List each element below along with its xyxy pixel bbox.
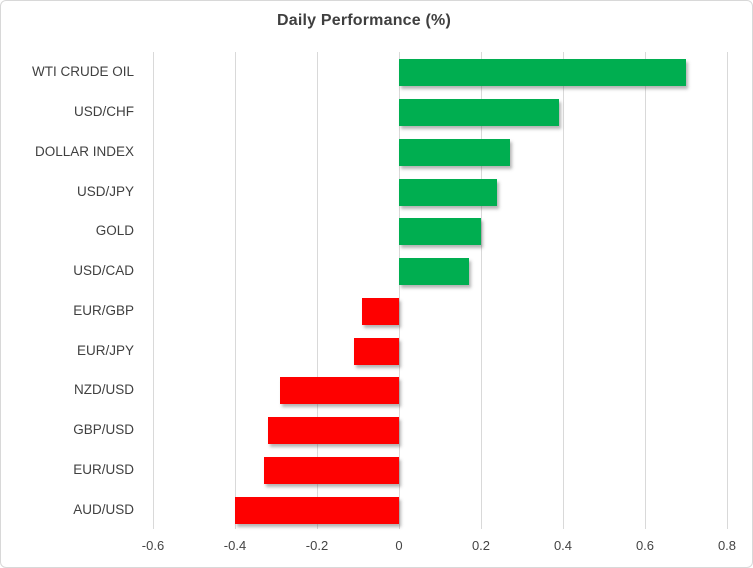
chart-title: Daily Performance (%)	[276, 12, 452, 29]
bar-wti-crude-oil	[399, 59, 686, 87]
gridline-0p8	[726, 52, 728, 529]
bar-usd-jpy	[399, 178, 498, 206]
gridline-0p6	[644, 52, 646, 529]
category-label-eur-jpy: EUR/JPY	[76, 342, 134, 358]
bar-usd-chf	[399, 99, 559, 127]
x-tick-label-neg0p2: -0.2	[305, 538, 329, 553]
x-tick-label-0: 0	[395, 538, 403, 553]
gridline-0p4	[562, 52, 564, 529]
gridline-neg0p4	[234, 52, 236, 529]
x-tick-label-neg0p4: -0.4	[223, 538, 247, 553]
category-label-dollar-index: DOLLAR INDEX	[34, 143, 134, 159]
category-label-usd-chf: USD/CHF	[74, 104, 134, 120]
bar-eur-jpy	[353, 337, 399, 365]
category-label-eur-usd: EUR/USD	[73, 461, 134, 477]
category-label-usd-cad: USD/CAD	[73, 263, 134, 279]
x-tick-label-0p6: 0.6	[635, 538, 655, 553]
category-label-nzd-usd: NZD/USD	[74, 382, 134, 398]
x-tick-label-0p4: 0.4	[553, 538, 573, 553]
category-label-usd-jpy: USD/JPY	[76, 183, 134, 199]
x-tick-label-0p8: 0.8	[717, 538, 737, 553]
bar-gold	[399, 218, 481, 246]
category-label-wti-crude-oil: WTI CRUDE OIL	[31, 64, 134, 80]
plot-area	[152, 52, 728, 529]
x-tick-label-neg0p6: -0.6	[141, 538, 165, 553]
bar-eur-usd	[263, 456, 399, 484]
gridline-0	[398, 52, 400, 529]
gridline-0p2	[480, 52, 482, 529]
bar-gbp-usd	[267, 417, 399, 445]
bar-nzd-usd	[280, 377, 399, 405]
category-label-eur-gbp: EUR/GBP	[73, 302, 134, 318]
x-tick-label-0p2: 0.2	[471, 538, 491, 553]
gridline-neg0p2	[316, 52, 318, 529]
category-label-gbp-usd: GBP/USD	[73, 422, 134, 438]
category-label-gold: GOLD	[95, 223, 134, 239]
bar-usd-cad	[399, 258, 469, 286]
bar-aud-usd	[235, 496, 399, 524]
bar-dollar-index	[399, 138, 510, 166]
gridline-neg0p6	[152, 52, 154, 529]
category-label-aud-usd: AUD/USD	[73, 501, 134, 517]
bar-eur-gbp	[362, 297, 399, 325]
